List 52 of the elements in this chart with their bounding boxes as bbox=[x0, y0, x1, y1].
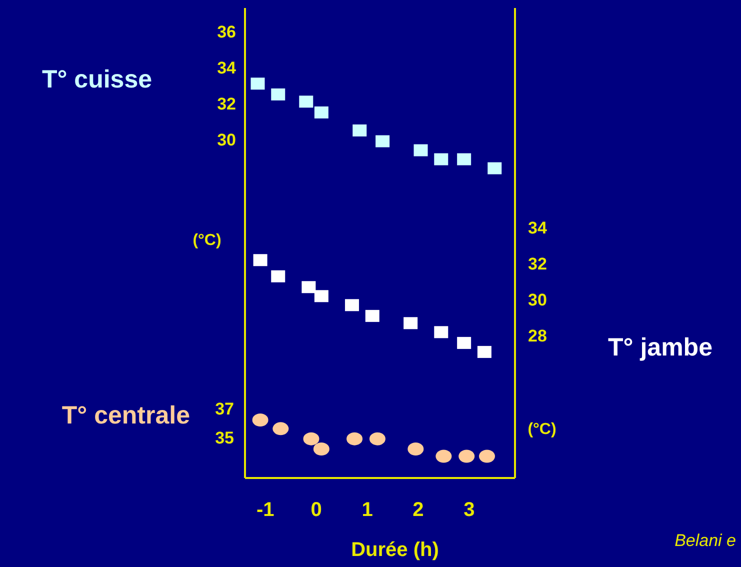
point bbox=[408, 442, 424, 456]
point bbox=[252, 413, 268, 426]
point bbox=[414, 144, 428, 156]
point bbox=[299, 96, 314, 108]
text: T° centrale bbox=[62, 402, 190, 430]
point bbox=[434, 153, 448, 166]
point bbox=[314, 290, 328, 302]
point bbox=[346, 432, 363, 446]
point bbox=[436, 450, 452, 463]
point bbox=[477, 346, 492, 358]
y3-tick-label: 37 bbox=[215, 399, 234, 418]
y-tick-label: 30 bbox=[217, 130, 236, 150]
text: Belani e bbox=[674, 531, 736, 550]
point bbox=[272, 422, 289, 436]
x-tick-label: 0 bbox=[310, 499, 322, 521]
point bbox=[434, 326, 448, 338]
point bbox=[271, 88, 286, 100]
x-axis-title: Durée (h) bbox=[351, 539, 439, 561]
point bbox=[488, 162, 502, 174]
x-tick-label: -1 bbox=[256, 499, 274, 521]
y-tick-label: 36 bbox=[217, 22, 236, 42]
point bbox=[404, 317, 418, 330]
y-tick-label: 34 bbox=[217, 58, 237, 78]
point bbox=[457, 153, 472, 166]
point bbox=[369, 432, 386, 446]
y2-tick-label: 34 bbox=[528, 218, 548, 238]
point bbox=[313, 442, 330, 456]
point bbox=[302, 281, 316, 294]
point bbox=[250, 78, 265, 90]
y-axis-title: (°C) bbox=[192, 232, 222, 249]
point bbox=[457, 336, 472, 349]
point bbox=[376, 135, 390, 148]
x-tick-label: 3 bbox=[464, 499, 475, 521]
point bbox=[478, 450, 495, 463]
point bbox=[365, 310, 380, 322]
point bbox=[271, 270, 286, 282]
y2-tick-label: 28 bbox=[528, 326, 547, 346]
point bbox=[253, 254, 268, 266]
x-tick-label: 1 bbox=[362, 499, 373, 521]
point bbox=[352, 124, 367, 136]
text: T° cuisse bbox=[42, 65, 152, 94]
y2-tick-label: 30 bbox=[528, 290, 547, 310]
point bbox=[314, 106, 328, 118]
y3-tick-label: 35 bbox=[215, 428, 234, 448]
y2-tick-label: 32 bbox=[528, 254, 547, 274]
y-tick-label: 32 bbox=[217, 94, 236, 114]
y2-axis-title: (°C) bbox=[528, 421, 556, 438]
point bbox=[344, 299, 359, 312]
x-tick-label: 2 bbox=[412, 499, 424, 521]
text: T° jambe bbox=[608, 334, 713, 362]
point bbox=[458, 450, 475, 463]
point bbox=[303, 432, 320, 446]
